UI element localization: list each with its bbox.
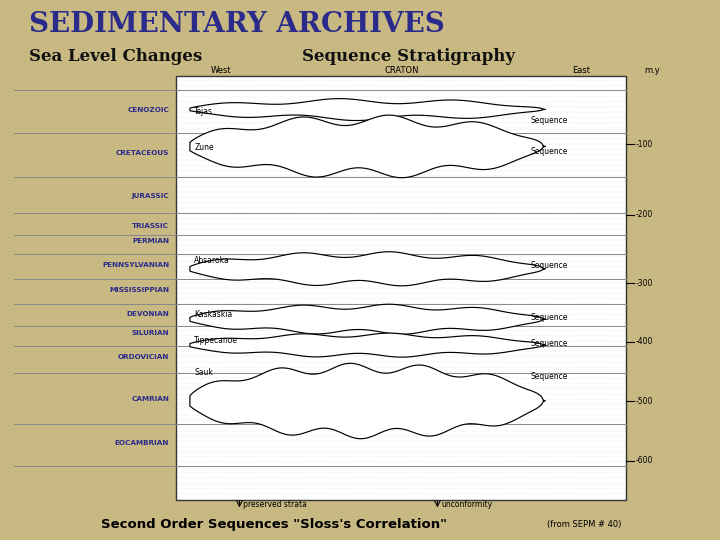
Text: Sauk: Sauk [194,368,213,377]
Text: SILURIAN: SILURIAN [132,330,169,336]
Text: -300: -300 [636,279,653,288]
Text: Sequence: Sequence [531,339,568,348]
Text: -100: -100 [636,140,653,149]
Text: (from SEPM # 40): (from SEPM # 40) [547,521,621,529]
Polygon shape [190,333,546,357]
Text: -400: -400 [636,338,653,346]
Text: CENOZOIC: CENOZOIC [127,106,169,112]
Text: Sequence: Sequence [531,261,568,269]
Polygon shape [190,99,546,120]
Text: Tejas: Tejas [194,107,213,116]
Text: Second Order Sequences "Sloss's Correlation": Second Order Sequences "Sloss's Correlat… [101,518,446,531]
Text: TRIASSIC: TRIASSIC [132,223,169,229]
Text: -600: -600 [636,456,653,465]
Text: Absaroka: Absaroka [194,256,230,265]
Text: Sequence: Sequence [531,116,568,125]
Text: EOCAMBRIAN: EOCAMBRIAN [114,440,169,446]
Text: ORDOVICIAN: ORDOVICIAN [118,354,169,360]
Polygon shape [190,304,546,334]
Text: CRATON: CRATON [384,65,418,75]
Text: Sea Level Changes: Sea Level Changes [29,48,202,65]
Text: unconformity: unconformity [441,500,492,509]
Text: Sequence: Sequence [531,372,568,381]
Text: Zune: Zune [194,143,214,152]
Text: West: West [211,65,232,75]
Text: m.y: m.y [644,65,660,75]
Text: DEVONIAN: DEVONIAN [127,311,169,318]
Polygon shape [190,115,546,178]
Text: MISSISSIPPIAN: MISSISSIPPIAN [109,287,169,293]
Text: CAMRIAN: CAMRIAN [131,396,169,402]
Text: -500: -500 [636,397,653,406]
FancyBboxPatch shape [176,76,626,500]
Text: Sequence Stratigraphy: Sequence Stratigraphy [302,48,516,65]
Text: SEDIMENTARY ARCHIVES: SEDIMENTARY ARCHIVES [29,11,444,38]
Text: JURASSIC: JURASSIC [132,193,169,199]
Text: PERMIAN: PERMIAN [132,238,169,244]
Polygon shape [190,363,546,438]
Text: PENNSYLVANIAN: PENNSYLVANIAN [102,262,169,268]
Text: Sequence: Sequence [531,147,568,157]
Text: East: East [572,65,590,75]
Text: -200: -200 [636,210,653,219]
Text: Sequence: Sequence [531,313,568,322]
Text: CRETACEOUS: CRETACEOUS [116,150,169,156]
Polygon shape [190,252,546,286]
Text: Tippecanoe: Tippecanoe [194,336,238,345]
Text: preserved strata: preserved strata [243,500,307,509]
Text: Kaskaskia: Kaskaskia [194,310,233,319]
